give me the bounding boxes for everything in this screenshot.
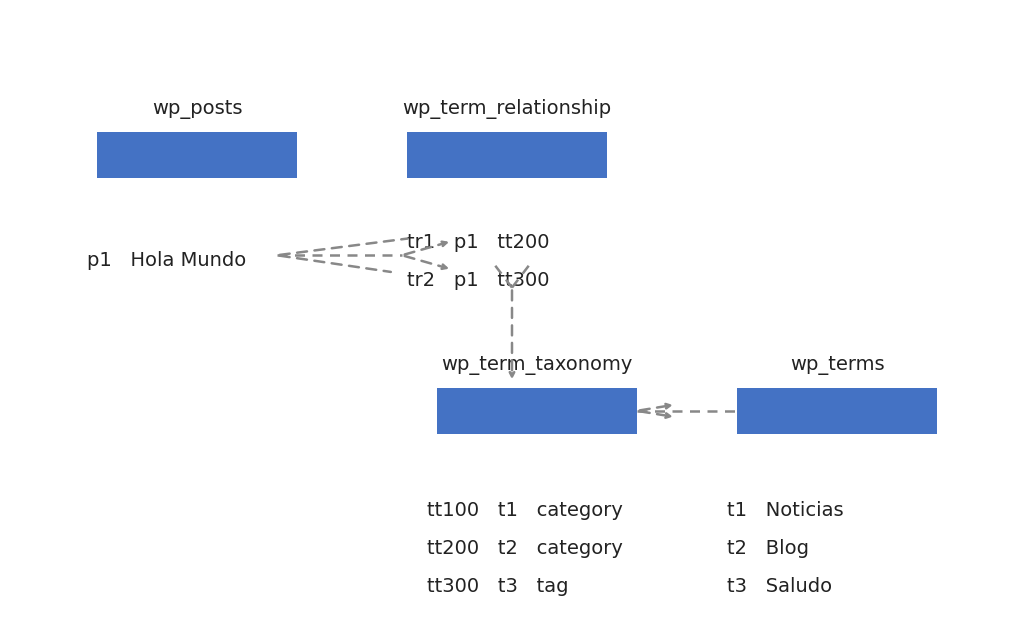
Bar bbox=[407, 132, 607, 178]
Bar bbox=[437, 388, 637, 434]
Text: wp_posts: wp_posts bbox=[152, 100, 242, 119]
Text: tt300   t3   tag: tt300 t3 tag bbox=[427, 577, 569, 596]
Bar bbox=[97, 132, 297, 178]
Text: t3   Saludo: t3 Saludo bbox=[727, 577, 832, 596]
Text: tt100   t1   category: tt100 t1 category bbox=[427, 501, 623, 520]
Text: wp_terms: wp_terms bbox=[790, 356, 884, 375]
Bar bbox=[737, 388, 937, 434]
Text: tr2   p1   tt300: tr2 p1 tt300 bbox=[407, 271, 550, 290]
Text: t2   Blog: t2 Blog bbox=[727, 539, 809, 558]
Text: p1   Hola Mundo: p1 Hola Mundo bbox=[87, 251, 246, 270]
Text: wp_term_taxonomy: wp_term_taxonomy bbox=[441, 356, 633, 375]
Text: wp_term_relationship: wp_term_relationship bbox=[403, 99, 611, 119]
Text: tt200   t2   category: tt200 t2 category bbox=[427, 539, 623, 558]
Text: t1   Noticias: t1 Noticias bbox=[727, 501, 844, 520]
Text: tr1   p1   tt200: tr1 p1 tt200 bbox=[407, 233, 550, 251]
